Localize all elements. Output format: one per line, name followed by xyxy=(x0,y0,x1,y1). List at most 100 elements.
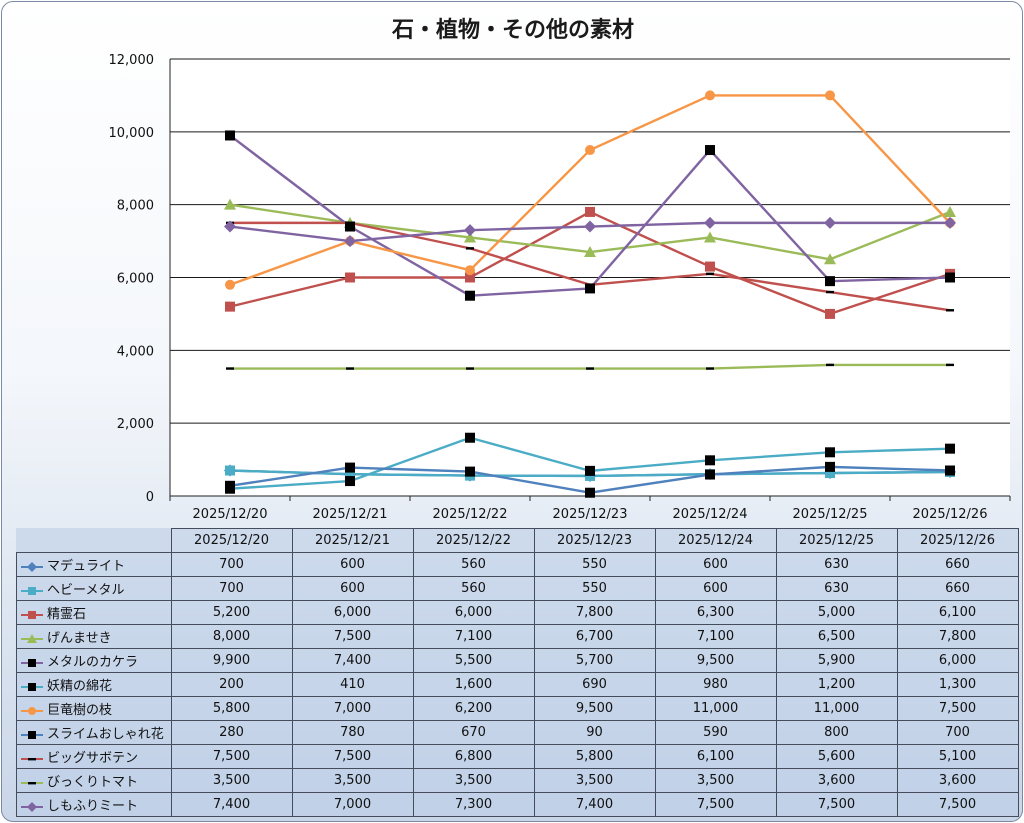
y-tick-label: 12,000 xyxy=(109,53,155,68)
series-name-label: メタルのカケラ xyxy=(47,655,139,670)
table-cell: 6,000 xyxy=(412,600,535,625)
data-point-square xyxy=(345,469,355,480)
series-name-label: びっくりトマト xyxy=(47,775,139,790)
table-cell: 700 xyxy=(896,720,1019,745)
data-point-square xyxy=(585,465,595,476)
data-point-square xyxy=(945,465,955,476)
table-cell: 5,100 xyxy=(896,744,1019,769)
legend-entry: 精霊石 xyxy=(16,600,172,625)
data-point-square xyxy=(345,272,355,283)
data-point-square xyxy=(465,466,475,477)
legend-entry: スライムおしゃれ花 xyxy=(16,720,172,745)
data-point-square xyxy=(825,447,835,458)
data-point-diamond xyxy=(464,224,476,237)
table-cell: 11,000 xyxy=(775,696,898,721)
data-point-square xyxy=(945,272,955,283)
table-cell: 3,600 xyxy=(775,768,898,793)
table-cell: 11,000 xyxy=(654,696,777,721)
table-row: 精霊石 5,200 6,000 6,000 7,800 6,300 5,000 6,100 xyxy=(16,600,1019,625)
data-point-square xyxy=(825,276,835,287)
table-cell: 700 xyxy=(170,576,293,601)
table-column-header: 2025/12/21 xyxy=(291,528,414,553)
data-point-dash xyxy=(466,367,474,370)
table-cell: 3,500 xyxy=(533,768,656,793)
table-cell: 5,200 xyxy=(170,600,293,625)
table-cell: 3,500 xyxy=(170,768,293,793)
legend-key xyxy=(21,706,43,715)
table-row: マデュライト 700 600 560 550 600 630 660 xyxy=(16,552,1019,577)
table-cell: 560 xyxy=(412,552,535,577)
x-tick-label: 2025/12/20 xyxy=(193,507,268,522)
table-cell: 8,000 xyxy=(170,624,293,649)
y-tick-label: 4,000 xyxy=(117,344,154,359)
x-tick-label: 2025/12/24 xyxy=(673,507,748,522)
table-column-header: 2025/12/22 xyxy=(412,528,535,553)
table-cell: 590 xyxy=(654,720,777,745)
series-name-label: しもふりミート xyxy=(47,799,139,814)
table-column-header: 2025/12/23 xyxy=(533,528,656,553)
data-point-dash xyxy=(706,367,714,370)
table-cell: 560 xyxy=(412,576,535,601)
legend-key xyxy=(21,658,43,667)
data-point-dash xyxy=(706,272,714,276)
data-point-square xyxy=(705,145,715,156)
table-cell: 1,300 xyxy=(896,672,1019,697)
table-cell: 7,500 xyxy=(170,744,293,769)
data-point-dash xyxy=(466,247,474,250)
data-point-dash xyxy=(586,283,594,286)
y-tick-label: 10,000 xyxy=(109,126,155,141)
table-cell: 5,600 xyxy=(775,744,898,769)
series-name-label: げんませき xyxy=(47,631,112,646)
table-cell: 7,500 xyxy=(775,792,898,817)
legend-entry: びっくりトマト xyxy=(16,768,172,793)
data-point-dash xyxy=(346,221,354,225)
table-cell: 3,500 xyxy=(654,768,777,793)
table-cell: 6,100 xyxy=(896,600,1019,625)
table-cell: 550 xyxy=(533,576,656,601)
table-cell: 660 xyxy=(896,552,1019,577)
table-column-header: 2025/12/26 xyxy=(896,528,1019,553)
data-point-triangle xyxy=(944,205,956,217)
table-row: メタルのカケラ 9,900 7,400 5,500 5,700 9,500 5,900 6,0… xyxy=(16,648,1019,673)
data-point-square xyxy=(705,261,715,272)
series-name-label: 妖精の綿花 xyxy=(47,679,113,694)
table-cell: 9,900 xyxy=(170,648,293,673)
table-cell: 7,500 xyxy=(291,624,414,649)
table-column-header: 2025/12/20 xyxy=(170,528,293,553)
data-point-square xyxy=(585,283,595,294)
data-point-square xyxy=(465,272,475,283)
table-column-header: 2025/12/24 xyxy=(654,528,777,553)
legend-key xyxy=(21,801,43,812)
table-cell: 600 xyxy=(654,552,777,577)
legend-key-marker xyxy=(27,561,37,572)
series-name-label: ヘビーメタル xyxy=(47,583,125,598)
table-cell: 90 xyxy=(533,720,656,745)
table-cell: 1,600 xyxy=(412,672,535,697)
table-row: スライムおしゃれ花 280 780 670 90 590 800 700 xyxy=(16,720,1019,745)
table-row: 妖精の綿花 200 410 1,600 690 980 1,200 1,300 xyxy=(16,672,1019,697)
table-header-row: 2025/12/20 2025/12/21 2025/12/22 2025/12/23… xyxy=(16,528,1019,553)
data-point-circle xyxy=(465,265,475,276)
table-cell: 5,700 xyxy=(533,648,656,673)
data-point-diamond xyxy=(824,216,836,229)
legend-entry: げんませき xyxy=(16,624,172,649)
table-cell: 3,600 xyxy=(896,768,1019,793)
legend-key-marker xyxy=(28,610,36,619)
data-point-dash xyxy=(826,363,834,367)
legend-key-marker xyxy=(28,781,36,784)
data-point-square xyxy=(825,308,835,319)
table-cell: 7,100 xyxy=(654,624,777,649)
table-cell: 410 xyxy=(291,672,414,697)
table-cell: 5,800 xyxy=(170,696,293,721)
table-cell: 6,100 xyxy=(654,744,777,769)
x-tick-label: 2025/12/21 xyxy=(313,507,388,522)
table-cell: 6,000 xyxy=(896,648,1019,673)
table-cell: 1,200 xyxy=(775,672,898,697)
table-row: しもふりミート 7,400 7,000 7,300 7,400 7,500 7,500 7,5… xyxy=(16,792,1019,817)
table-cell: 7,400 xyxy=(533,792,656,817)
data-point-dash xyxy=(946,363,954,367)
data-point-square xyxy=(465,432,475,443)
table-column-header: 2025/12/25 xyxy=(775,528,898,553)
legend-key xyxy=(21,757,43,760)
